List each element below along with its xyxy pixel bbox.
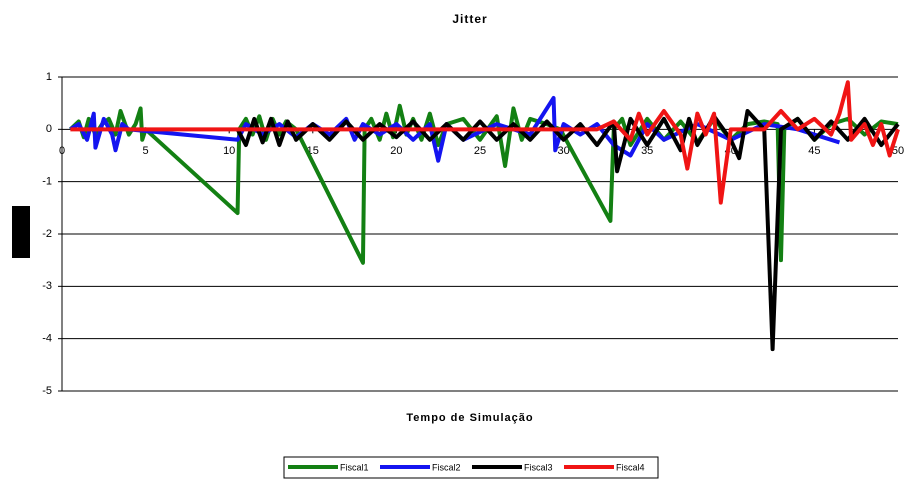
x-tick-label: 45 [808, 145, 820, 157]
x-tick-label: 35 [641, 145, 653, 157]
y-tick-label: -1 [42, 176, 52, 188]
y-tick-label: -5 [42, 385, 52, 397]
chart-title: Jitter [452, 12, 487, 26]
x-tick-label: 0 [59, 145, 65, 157]
y-tick-label: 0 [46, 123, 52, 135]
y-tick-label: -4 [42, 333, 52, 345]
legend-label: Fiscal1 [340, 462, 369, 472]
x-tick-label: 5 [143, 145, 149, 157]
x-tick-label: 10 [223, 145, 235, 157]
legend-label: Fiscal4 [616, 462, 645, 472]
x-tick-label: 20 [390, 145, 402, 157]
x-tick-label: 30 [557, 145, 569, 157]
x-axis-title: Tempo de Simulação [406, 412, 533, 424]
series-line [70, 80, 900, 205]
x-tick-label: 25 [474, 145, 486, 157]
legend-label: Fiscal3 [524, 462, 553, 472]
y-tick-label: -2 [42, 228, 52, 240]
legend-box [283, 456, 659, 479]
y-tick-label: 1 [46, 71, 52, 83]
y-tick-label: -3 [42, 280, 52, 292]
series-line [235, 109, 900, 352]
y-axis-title-redacted [12, 206, 30, 258]
x-tick-label: 50 [892, 145, 904, 157]
series-line [69, 95, 841, 163]
legend-label: Fiscal2 [432, 462, 461, 472]
